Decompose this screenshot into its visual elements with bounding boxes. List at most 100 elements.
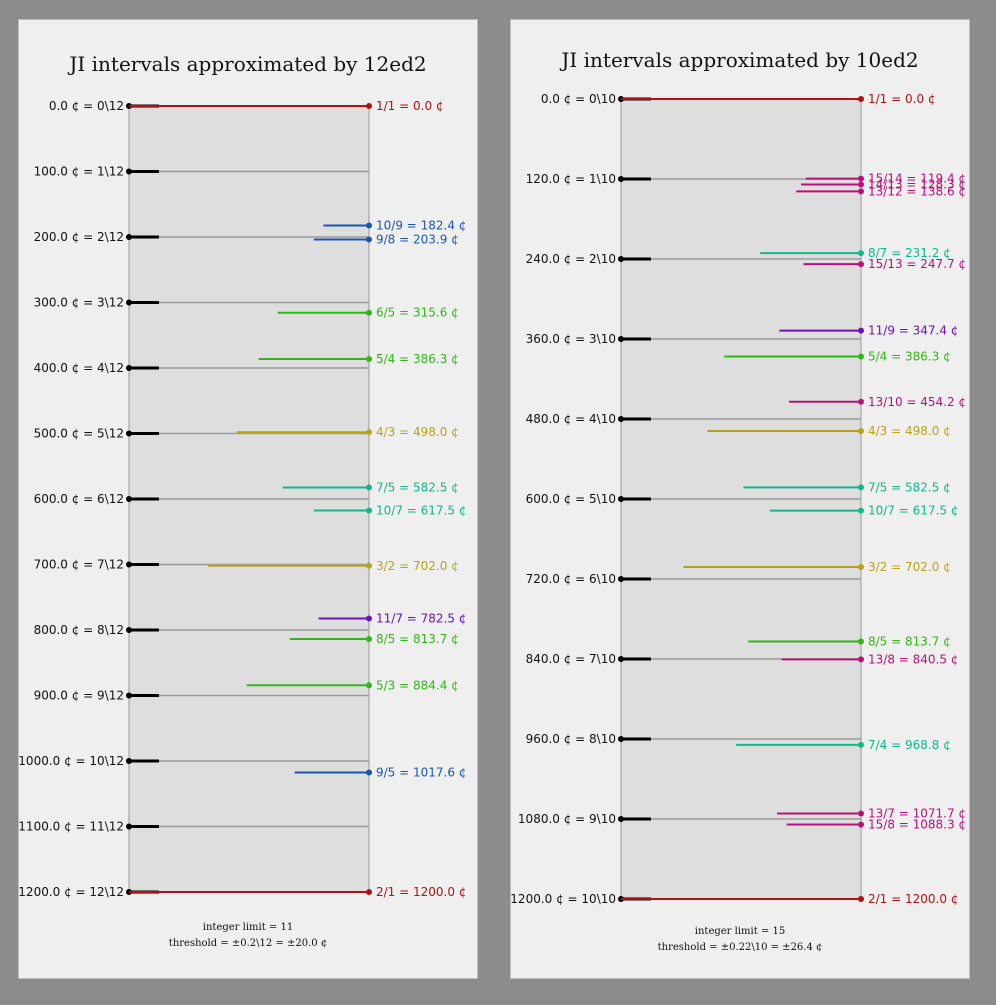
- step-label: 100.0 ¢ = 1\12: [34, 165, 124, 179]
- interval-label: 15/8 = 1088.3 ¢: [868, 818, 966, 832]
- interval-label: 4/3 = 498.0 ¢: [376, 425, 459, 439]
- step-label: 960.0 ¢ = 8\10: [526, 732, 616, 746]
- interval-dot: [858, 741, 864, 748]
- interval-dot: [858, 564, 864, 570]
- interval-dot: [366, 615, 372, 622]
- interval-dot: [366, 562, 372, 569]
- step-dot: [126, 823, 132, 830]
- interval-label: 15/13 = 247.7 ¢: [868, 257, 966, 271]
- interval-label: 8/5 = 813.7 ¢: [868, 634, 951, 648]
- interval-label: 7/5 = 582.5 ¢: [376, 481, 459, 495]
- interval-dot: [858, 327, 864, 334]
- step-dot: [126, 168, 132, 175]
- step-label: 600.0 ¢ = 5\10: [526, 492, 616, 506]
- interval-dot: [858, 484, 864, 491]
- interval-dot: [366, 429, 372, 436]
- step-label: 1200.0 ¢ = 12\12: [19, 885, 124, 899]
- step-dot: [126, 758, 132, 764]
- threshold-text: threshold = ±0.22\10 = ±26.4 ¢: [657, 942, 823, 953]
- interval-dot: [366, 635, 372, 642]
- step-label: 700.0 ¢ = 7\12: [34, 558, 124, 572]
- interval-dot: [366, 682, 372, 689]
- step-dot: [126, 299, 132, 306]
- interval-dot: [858, 428, 864, 434]
- step-dot: [618, 336, 624, 342]
- step-label: 400.0 ¢ = 4\12: [34, 361, 124, 375]
- chart-svg-10ed2: 0.0 ¢ = 0\10 120.0 ¢ = 1\10 240.0 ¢ = 2\10…: [511, 92, 966, 906]
- step-dot: [618, 496, 624, 502]
- integer-limit-text: integer limit = 11: [202, 922, 294, 933]
- step-label: 720.0 ¢ = 6\10: [526, 572, 616, 586]
- interval-dot: [366, 769, 372, 776]
- interval-dot: [858, 638, 864, 645]
- step-dot: [126, 430, 132, 437]
- step-dot: [618, 576, 624, 582]
- interval-dot: [366, 484, 372, 491]
- interval-dot: [366, 356, 372, 363]
- interval-label: 7/5 = 582.5 ¢: [868, 480, 951, 494]
- interval-label: 10/9 = 182.4 ¢: [376, 218, 466, 232]
- chart-panel-10ed2: JI intervals approximated by 10ed2 0.0 ¢…: [510, 19, 970, 979]
- step-label: 900.0 ¢ = 9\12: [34, 689, 124, 703]
- step-dot: [618, 816, 624, 822]
- step-label: 360.0 ¢ = 3\10: [526, 332, 616, 346]
- step-dot: [126, 496, 132, 502]
- interval-label: 11/9 = 347.4 ¢: [868, 324, 958, 338]
- step-label: 0.0 ¢ = 0\12: [49, 99, 124, 113]
- step-label: 1000.0 ¢ = 10\12: [19, 754, 124, 768]
- step-dot: [618, 256, 624, 262]
- interval-label: 2/1 = 1200.0 ¢: [868, 892, 958, 906]
- interval-dot: [858, 821, 864, 828]
- interval-label: 5/4 = 386.3 ¢: [868, 350, 951, 364]
- step-dot: [618, 416, 624, 422]
- step-label: 1080.0 ¢ = 9\10: [518, 812, 616, 826]
- interval-label: 8/5 = 813.7 ¢: [376, 632, 459, 646]
- step-dot: [126, 561, 132, 568]
- step-label: 600.0 ¢ = 6\12: [34, 492, 124, 506]
- threshold-text: threshold = ±0.2\12 = ±20.0 ¢: [168, 938, 328, 949]
- interval-label: 7/4 = 968.8 ¢: [868, 738, 951, 752]
- step-label: 800.0 ¢ = 8\12: [34, 623, 124, 637]
- interval-dot: [858, 175, 864, 182]
- interval-dot: [858, 250, 864, 257]
- step-label: 300.0 ¢ = 3\12: [34, 296, 124, 310]
- interval-label: 3/2 = 702.0 ¢: [868, 560, 951, 574]
- interval-label: 9/8 = 203.9 ¢: [376, 233, 459, 247]
- integer-limit-text: integer limit = 15: [694, 926, 786, 937]
- interval-label: 13/12 = 138.6 ¢: [868, 184, 966, 198]
- interval-label: 10/7 = 617.5 ¢: [868, 504, 958, 518]
- step-dot: [126, 627, 132, 633]
- step-label: 240.0 ¢ = 2\10: [526, 252, 616, 266]
- step-label: 500.0 ¢ = 5\12: [34, 427, 124, 441]
- chart-footnote: integer limit = 11 threshold = ±0.2\12 =…: [19, 920, 477, 952]
- interval-dot: [366, 309, 372, 316]
- step-dot: [618, 736, 624, 742]
- interval-dot: [858, 507, 864, 514]
- step-label: 480.0 ¢ = 4\10: [526, 412, 616, 426]
- interval-label: 11/7 = 782.5 ¢: [376, 612, 466, 626]
- step-dot: [126, 692, 132, 699]
- chart-footnote: integer limit = 15 threshold = ±0.22\10 …: [511, 924, 969, 956]
- interval-label: 5/4 = 386.3 ¢: [376, 352, 459, 366]
- interval-dot: [366, 222, 372, 229]
- interval-label: 4/3 = 498.0 ¢: [868, 424, 951, 438]
- step-label: 1100.0 ¢ = 11\12: [19, 820, 124, 834]
- step-dot: [618, 176, 624, 182]
- chart-panel-12ed2: JI intervals approximated by 12ed2 0.0 ¢…: [18, 19, 478, 979]
- interval-label: 2/1 = 1200.0 ¢: [376, 885, 466, 899]
- step-dot: [618, 656, 624, 662]
- interval-label: 6/5 = 315.6 ¢: [376, 306, 459, 320]
- interval-label: 1/1 = 0.0 ¢: [868, 92, 936, 106]
- interval-label: 3/2 = 702.0 ¢: [376, 559, 459, 573]
- interval-label: 1/1 = 0.0 ¢: [376, 99, 444, 113]
- interval-dot: [366, 236, 372, 243]
- step-label: 200.0 ¢ = 2\12: [34, 230, 124, 244]
- interval-dot: [366, 103, 372, 109]
- interval-dot: [858, 353, 864, 360]
- interval-label: 5/3 = 884.4 ¢: [376, 678, 459, 692]
- step-dot: [126, 365, 132, 371]
- step-label: 120.0 ¢ = 1\10: [526, 172, 616, 186]
- chart-svg-12ed2: 0.0 ¢ = 0\12 100.0 ¢ = 1\12 200.0 ¢ = 2\12…: [19, 99, 466, 899]
- chart-title: JI intervals approximated by 12ed2: [69, 52, 427, 76]
- step-label: 1200.0 ¢ = 10\10: [511, 892, 616, 906]
